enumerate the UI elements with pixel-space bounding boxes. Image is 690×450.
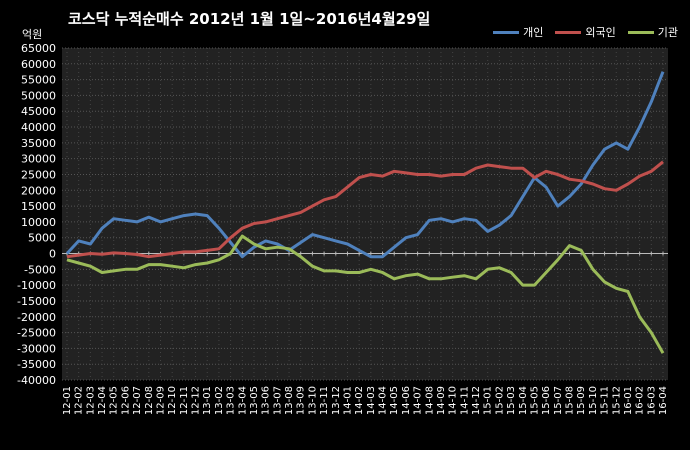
x-tick-label: 15-09 [576,386,587,415]
x-tick-label: 12-10 [167,386,178,415]
y-tick-label: 45000 [21,105,56,118]
x-tick-label: 12-07 [132,386,143,415]
y-tick-label: -35000 [17,358,56,371]
x-tick-label: 15-02 [494,386,505,415]
x-tick-label: 12-01 [62,386,73,415]
x-tick-label: 15-03 [506,386,517,415]
y-tick-label: 65000 [21,42,56,55]
x-tick-label: 14-05 [389,386,400,415]
x-tick-label: 13-05 [249,386,260,415]
x-tick-label: 15-06 [541,386,552,415]
y-tick-label: 35000 [21,137,56,150]
x-tick-label: 16-01 [623,386,634,415]
y-tick-label: 55000 [21,74,56,87]
y-tick-label: -5000 [24,263,56,276]
y-tick-label: -40000 [17,374,56,387]
x-tick-label: 15-01 [483,386,494,415]
y-tick-label: 20000 [21,184,56,197]
legend-label-foreign: 외국인 [585,26,616,39]
y-tick-label: 60000 [21,58,56,71]
x-tick-label: 13-09 [296,386,307,415]
x-tick-label: 14-03 [366,386,377,415]
x-tick-label: 13-12 [331,386,342,415]
x-tick-label: 14-01 [342,386,353,415]
legend-item-institution: 기관 [627,24,678,40]
x-tick-label: 13-06 [261,386,272,415]
x-tick-label: 13-08 [284,386,295,415]
legend-label-individual: 개인 [523,26,544,39]
y-tick-label: 10000 [21,216,56,229]
x-tick-label: 15-07 [553,386,564,415]
y-tick-label: 0 [49,248,56,261]
y-tick-label: 40000 [21,121,56,134]
y-tick-label: -20000 [17,311,56,324]
x-tick-label: 16-02 [635,386,646,415]
x-tick-label: 12-02 [74,386,85,415]
x-tick-label: 14-12 [471,386,482,415]
x-tick-label: 14-06 [401,386,412,415]
x-tick-label: 13-02 [214,386,225,415]
legend-swatch-individual [493,30,520,34]
legend-item-foreign: 외국인 [555,24,616,40]
x-tick-label: 14-09 [436,386,447,415]
legend-swatch-institution [627,30,654,34]
x-tick-label: 15-05 [529,386,540,415]
x-tick-label: 14-08 [424,386,435,415]
x-tick-label: 14-10 [448,386,459,415]
y-tick-label: 25000 [21,168,56,181]
x-tick-label: 13-10 [307,386,318,415]
y-tick-label: 50000 [21,89,56,102]
x-tick-label: 12-03 [85,386,96,415]
series-line-institution [66,234,665,354]
x-tick-label: 16-03 [646,386,657,415]
x-tick-label: 16-04 [658,386,669,415]
legend-label-institution: 기관 [657,26,678,39]
y-tick-label: 30000 [21,153,56,166]
x-tick-label: 12-05 [109,386,120,415]
x-tick-label: 12-12 [191,386,202,415]
y-axis-unit: 억원 [22,28,43,41]
x-tick-label: 14-02 [354,386,365,415]
x-tick-label: 12-06 [120,386,131,415]
y-tick-label: -15000 [17,295,56,308]
x-tick-label: 14-07 [413,386,424,415]
legend-item-individual: 개인 [493,24,543,40]
x-tick-label: 14-04 [378,386,389,415]
y-tick-label: -25000 [17,327,56,340]
x-tick-label: 13-04 [237,386,248,415]
x-tick-label: 12-09 [155,386,166,415]
x-tick-label: 15-10 [588,386,599,415]
x-tick-label: 13-11 [319,386,330,415]
x-tick-label: 15-08 [565,386,576,415]
chart-title: 코스닥 누적순매수 2012년 1월 1일~2016년4월29일 [68,10,431,28]
x-tick-label: 15-11 [600,386,611,415]
plot-area [62,48,668,380]
y-tick-label: 15000 [21,200,56,213]
x-tick-label: 13-07 [272,386,283,415]
y-tick-label: 5000 [28,232,56,245]
x-tick-label: 13-03 [226,386,237,415]
y-tick-label: -10000 [17,279,56,292]
legend-swatch-foreign [555,30,582,34]
x-tick-label: 12-04 [97,386,108,415]
x-tick-label: 12-11 [179,386,190,415]
series-line-foreign [66,160,664,259]
x-tick-label: 14-11 [459,386,470,415]
series-line-individual [65,71,665,259]
x-tick-label: 15-04 [518,386,529,415]
x-tick-label: 15-12 [611,386,622,415]
x-tick-label: 13-01 [202,386,213,415]
legend: 개인 외국인 기관 [493,24,678,40]
y-tick-label: -30000 [17,342,56,355]
x-tick-label: 12-08 [144,386,155,415]
